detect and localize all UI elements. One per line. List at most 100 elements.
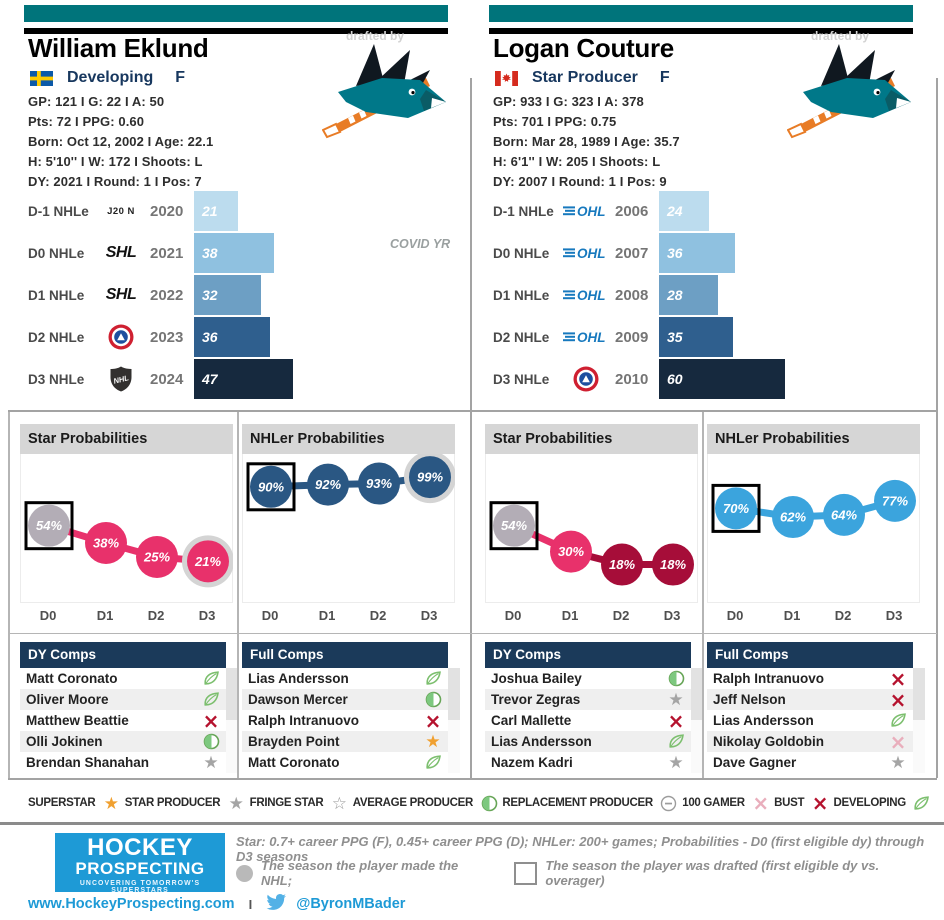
nhle-bar[interactable]: 36 (194, 317, 270, 357)
scrollbar-thumb[interactable] (691, 668, 703, 720)
nhle-row-label: D2 NHLe (493, 329, 550, 345)
legend-label: FRINGE STAR (249, 797, 324, 809)
league-logo-j20-n: J20 N (107, 205, 135, 217)
black-accent-bar (24, 28, 448, 34)
nhler-probabilities-panel: NHLer Probabilities 70% 62% 64% 77% D0 D1 D2 D3 (707, 424, 920, 629)
season-year: 2009 (615, 328, 649, 346)
comp-row[interactable]: Lias Andersson (242, 668, 448, 689)
nhle-bar[interactable]: 32 (194, 275, 262, 315)
comp-row[interactable]: Dave Gagner ★ (707, 752, 913, 773)
prob-point[interactable]: 99% (404, 451, 456, 504)
svg-text:30%: 30% (558, 544, 584, 559)
nhler-probabilities-panel-chart: 70% 62% 64% 77% (711, 479, 916, 539)
comps-title: DY Comps (20, 642, 226, 668)
nhle-row-label: D1 NHLe (493, 287, 550, 303)
logo-line1: HOCKEY (87, 834, 193, 861)
scrollbar-thumb[interactable] (913, 668, 925, 720)
player-name: Logan Couture (493, 33, 674, 63)
developing-icon (422, 670, 444, 687)
nhle-row: D0 NHLe SHL 2021 38 (28, 232, 460, 274)
superstar-icon: ★ (425, 732, 441, 751)
prob-point[interactable]: 54% (489, 501, 539, 551)
comp-row[interactable]: Lias Andersson (707, 710, 913, 731)
divider (8, 778, 937, 780)
nhle-bar[interactable]: 21 (194, 191, 239, 231)
comp-row[interactable]: Brendan Shanahan ★ (20, 752, 226, 773)
prob-point[interactable]: 64% (823, 493, 865, 536)
prob-point[interactable]: 93% (358, 462, 400, 505)
comp-row[interactable]: Ralph Intranuovo × (707, 668, 913, 689)
nhle-bar[interactable]: 60 (659, 359, 785, 399)
comp-row[interactable]: Carl Mallette × (485, 710, 691, 731)
stat-line: GP: 121 I G: 22 I A: 50 (28, 94, 165, 109)
player-status-row: Star Producer F (495, 69, 670, 87)
comp-row[interactable]: Joshua Bailey (485, 668, 691, 689)
comp-row[interactable]: Nazem Kadri ★ (485, 752, 691, 773)
developing-icon (200, 691, 222, 708)
twitter-handle-link[interactable]: @ByronMBader (296, 896, 406, 912)
nhler-probabilities-panel: NHLer Probabilities 90% 92% 93% 99% D0 D1 D2 D3 (242, 424, 456, 629)
axis-label: D1 (318, 608, 336, 623)
comp-row[interactable]: Matt Coronato (20, 668, 226, 689)
comp-player-name: Lias Andersson (248, 671, 349, 686)
position-label: F (175, 69, 186, 86)
prob-point[interactable]: 30% (550, 530, 592, 573)
100-gamer-icon: × (889, 729, 907, 754)
prob-point[interactable]: 70% (711, 483, 761, 533)
comp-player-name: Nikolay Goldobin (713, 734, 825, 749)
svg-text:64%: 64% (831, 507, 857, 522)
developing-icon (422, 754, 444, 771)
divider (8, 633, 937, 634)
prob-point[interactable]: 77% (874, 479, 916, 522)
comp-row[interactable]: Brayden Point ★ (242, 731, 448, 752)
prob-point[interactable]: 90% (246, 462, 296, 512)
scrollbar-thumb[interactable] (226, 668, 238, 720)
legend-label: SUPERSTAR (28, 797, 96, 809)
comp-row[interactable]: Dawson Mercer (242, 689, 448, 710)
star-producer-icon: ★ (228, 793, 244, 813)
comp-row[interactable]: Matthew Beattie × (20, 710, 226, 731)
dy-comps-table: DY Comps Matt Coronato Oliver Moore Matthew… (20, 642, 238, 773)
legend-label: BUST (774, 797, 805, 809)
prob-point[interactable]: 18% (601, 543, 643, 586)
prob-point[interactable]: 18% (652, 543, 694, 586)
nhle-bar[interactable]: 28 (659, 275, 718, 315)
comp-row[interactable]: Lias Andersson (485, 731, 691, 752)
comp-row[interactable]: Matt Coronato (242, 752, 448, 773)
nhle-bar[interactable]: 36 (659, 233, 735, 273)
prob-point[interactable]: 62% (772, 496, 814, 539)
comp-row[interactable]: Trevor Zegras ★ (485, 689, 691, 710)
comp-player-name: Matt Coronato (26, 671, 118, 686)
bust-icon: × (811, 791, 829, 815)
comp-player-name: Lias Andersson (491, 734, 592, 749)
axis-label: D1 (561, 608, 579, 623)
comp-row[interactable]: Jeff Nelson × (707, 689, 913, 710)
comp-player-name: Oliver Moore (26, 692, 109, 707)
comp-row[interactable]: Nikolay Goldobin × (707, 731, 913, 752)
bust-icon: × (889, 687, 907, 712)
scrollbar-thumb[interactable] (448, 668, 460, 720)
comp-row[interactable]: Ralph Intranuovo × (242, 710, 448, 731)
comp-row[interactable]: Olli Jokinen (20, 731, 226, 752)
axis-label: D3 (198, 608, 216, 623)
nhle-bar[interactable]: 38 (194, 233, 274, 273)
legend-item: DEVELOPING (834, 795, 933, 812)
prob-point[interactable]: 21% (182, 535, 234, 588)
league-logo-ahl (96, 324, 146, 350)
nhle-bar[interactable]: 47 (194, 359, 293, 399)
bust-icon: × (889, 666, 907, 691)
prob-point[interactable]: 92% (307, 463, 349, 506)
prob-point[interactable]: 38% (85, 521, 127, 564)
prob-point[interactable]: 54% (24, 501, 74, 551)
average-producer-icon (200, 733, 222, 750)
website-link[interactable]: www.HockeyProspecting.com (28, 896, 235, 912)
prob-point[interactable]: 25% (136, 536, 178, 578)
drafted-square-icon (514, 861, 538, 885)
comp-row[interactable]: Oliver Moore (20, 689, 226, 710)
nhle-bar[interactable]: 24 (659, 191, 710, 231)
scrollbar (448, 668, 460, 773)
stat-line: Born: Oct 12, 2002 I Age: 22.1 (28, 134, 214, 149)
nhle-bar[interactable]: 35 (659, 317, 733, 357)
nhle-row-label: D3 NHLe (493, 371, 550, 387)
nhle-row-label: D3 NHLe (28, 371, 85, 387)
